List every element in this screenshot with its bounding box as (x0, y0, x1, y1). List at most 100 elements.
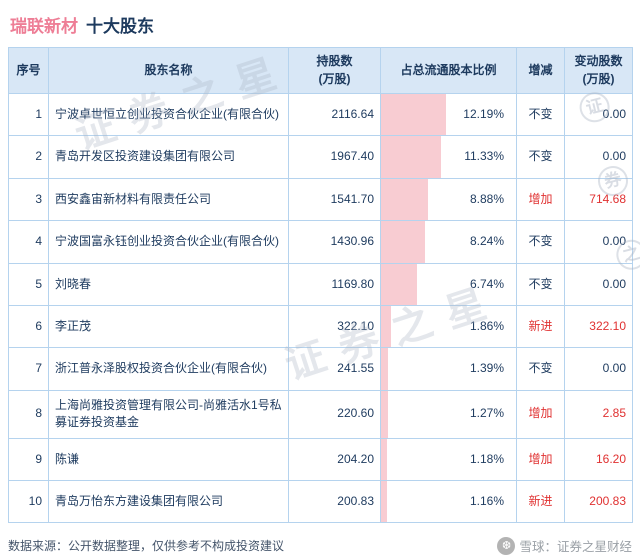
table-row: 3 西安鑫宙新材料有限责任公司 1541.70 8.88% 增加 714.68 (8, 177, 633, 222)
row-index: 9 (8, 437, 49, 481)
shares-held: 220.60 (288, 389, 381, 439)
percent-value: 1.16% (469, 493, 504, 508)
percent-bar (381, 263, 417, 305)
shareholder-name: 西安鑫宙新材料有限责任公司 (48, 177, 289, 222)
change-shares: 200.83 (564, 479, 633, 524)
table-row: 7 浙江普永泽股权投资合伙企业(有限合伙) 241.55 1.39% 不变 0.00 (8, 347, 633, 391)
page-title: 瑞联新材 十大股东 (8, 8, 632, 47)
change-shares: 0.00 (564, 92, 633, 137)
change-shares: 322.10 (564, 304, 633, 349)
shareholder-name: 陈谦 (48, 437, 289, 481)
table-row: 9 陈谦 204.20 1.18% 增加 16.20 (8, 437, 633, 481)
col-header-shares: 持股数 (万股) (288, 47, 381, 94)
table-row: 5 刘晓春 1169.80 6.74% 不变 0.00 (8, 262, 633, 306)
col-header-change: 增减 (516, 47, 565, 94)
row-index: 6 (8, 304, 49, 349)
percent-bar (381, 221, 425, 263)
percent-value: 12.19% (463, 107, 504, 121)
percent-cell: 1.18% (380, 437, 517, 481)
shareholder-name: 青岛开发区投资建设集团有限公司 (48, 135, 289, 179)
change-label: 不变 (516, 262, 565, 306)
table-row: 8 上海尚雅投资管理有限公司-尚雅活水1号私募证券投资基金 220.60 1.27% 增… (8, 389, 633, 439)
shareholder-name: 青岛万怡东方建设集团有限公司 (48, 479, 289, 524)
col-header-delta: 变动股数 (万股) (564, 47, 633, 94)
percent-bar (381, 178, 429, 221)
change-label: 新进 (516, 304, 565, 349)
percent-cell: 1.27% (380, 389, 517, 439)
row-index: 10 (8, 479, 49, 524)
percent-value: 1.86% (469, 318, 504, 333)
row-index: 4 (8, 220, 49, 264)
percent-value: 6.74% (469, 276, 504, 291)
row-index: 7 (8, 347, 49, 391)
percent-bar (381, 305, 391, 348)
percent-cell: 1.39% (380, 347, 517, 391)
shareholder-name: 宁波国富永钰创业投资合伙企业(有限合伙) (48, 220, 289, 264)
change-label: 增加 (516, 389, 565, 439)
table-header-row: 序号 股东名称 持股数 (万股) 占总流通股本比例 增减 变动股数 (万股) (8, 47, 633, 94)
change-label: 不变 (516, 347, 565, 391)
shareholder-name: 浙江普永泽股权投资合伙企业(有限合伙) (48, 347, 289, 391)
percent-cell: 1.16% (380, 479, 517, 524)
percent-cell: 1.86% (380, 304, 517, 349)
row-index: 1 (8, 92, 49, 137)
change-label: 新进 (516, 479, 565, 524)
shares-held: 204.20 (288, 437, 381, 481)
percent-cell: 8.24% (380, 220, 517, 264)
col-header-index: 序号 (8, 47, 49, 94)
change-shares: 0.00 (564, 220, 633, 264)
percent-cell: 8.88% (380, 177, 517, 222)
percent-bar (381, 390, 388, 438)
col-header-percent: 占总流通股本比例 (380, 47, 517, 94)
shares-held: 1967.40 (288, 135, 381, 179)
percent-value: 1.18% (469, 451, 504, 466)
percent-cell: 6.74% (380, 262, 517, 306)
percent-value: 8.88% (469, 191, 504, 206)
shareholders-table: 序号 股东名称 持股数 (万股) 占总流通股本比例 增减 变动股数 (万股) 1… (8, 47, 633, 524)
snowball-logo-icon: ❆ (497, 536, 516, 555)
shares-held: 2116.64 (288, 92, 381, 137)
brand-text: 雪球：证券之星财经 (519, 540, 632, 555)
percent-value: 1.27% (469, 406, 504, 421)
change-label: 不变 (516, 92, 565, 137)
change-label: 增加 (516, 177, 565, 222)
row-index: 8 (8, 389, 49, 439)
change-shares: 0.00 (564, 347, 633, 391)
change-label: 不变 (516, 135, 565, 179)
percent-value: 8.24% (469, 234, 504, 249)
shares-held: 1430.96 (288, 220, 381, 264)
row-index: 2 (8, 135, 49, 179)
change-shares: 2.85 (564, 389, 633, 439)
shareholder-table-body: 1 宁波卓世恒立创业投资合伙企业(有限合伙) 2116.64 12.19% 不变 0.00… (8, 92, 633, 524)
percent-cell: 12.19% (380, 92, 517, 137)
percent-bar (381, 438, 388, 480)
percent-bar (381, 348, 389, 390)
row-index: 3 (8, 177, 49, 222)
shareholder-name: 刘晓春 (48, 262, 289, 306)
brand-credit: ❆ 雪球：证券之星财经 (497, 536, 632, 555)
change-shares: 714.68 (564, 177, 633, 222)
table-row: 2 青岛开发区投资建设集团有限公司 1967.40 11.33% 不变 0.00 (8, 135, 633, 179)
stock-name: 瑞联新材 (10, 17, 78, 36)
shares-held: 1169.80 (288, 262, 381, 306)
section-title: 十大股东 (86, 17, 154, 36)
data-source-note: 数据来源：公开数据整理，仅供参考不构成投资建议 (8, 539, 285, 554)
percent-bar (381, 480, 388, 523)
percent-bar (381, 94, 446, 136)
footer: 数据来源：公开数据整理，仅供参考不构成投资建议 ❆ 雪球：证券之星财经 (8, 536, 632, 555)
table-row: 1 宁波卓世恒立创业投资合伙企业(有限合伙) 2116.64 12.19% 不变 0.00 (8, 92, 633, 137)
percent-value: 1.39% (469, 361, 504, 376)
shares-held: 241.55 (288, 347, 381, 391)
change-shares: 16.20 (564, 437, 633, 481)
table-row: 6 李正茂 322.10 1.86% 新进 322.10 (8, 304, 633, 349)
change-shares: 0.00 (564, 135, 633, 179)
percent-value: 11.33% (464, 149, 504, 164)
change-label: 不变 (516, 220, 565, 264)
table-row: 10 青岛万怡东方建设集团有限公司 200.83 1.16% 新进 200.83 (8, 479, 633, 524)
percent-cell: 11.33% (380, 135, 517, 179)
change-shares: 0.00 (564, 262, 633, 306)
percent-bar (381, 136, 442, 178)
shareholder-name: 宁波卓世恒立创业投资合伙企业(有限合伙) (48, 92, 289, 137)
shares-held: 322.10 (288, 304, 381, 349)
shares-held: 200.83 (288, 479, 381, 524)
